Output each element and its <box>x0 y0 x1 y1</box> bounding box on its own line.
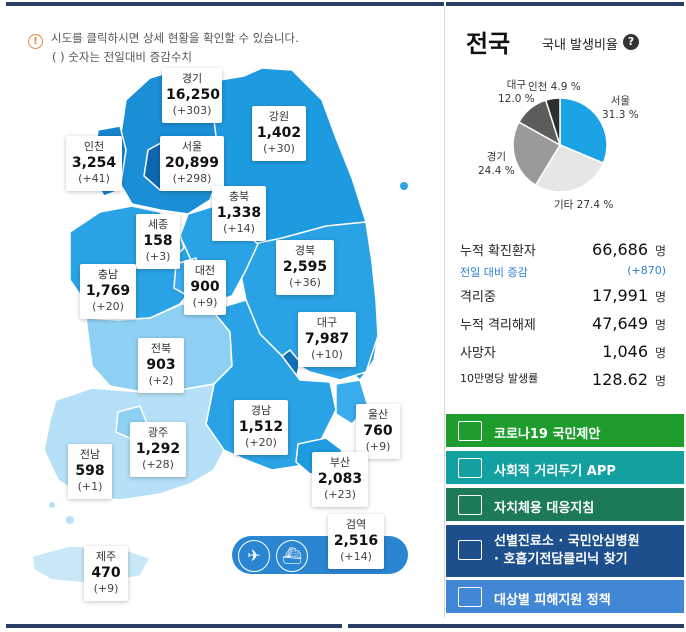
guideline-button[interactable]: 자치체용 대응지침 <box>446 488 684 521</box>
region-card-seoul[interactable]: 서울 20,899 (+298) <box>160 136 224 191</box>
notice: ! 시도를 클릭하시면 상세 현황을 확인할 수 있습니다. ( ) 숫자는 전일… <box>28 30 299 65</box>
bottom-border-right <box>348 624 684 628</box>
region-card-jeonbuk[interactable]: 전북 903 (+2) <box>138 338 184 393</box>
airplane-icon[interactable]: ✈ <box>238 540 270 572</box>
region-card-jeonnam[interactable]: 전남 598 (+1) <box>68 444 112 499</box>
notice-line1: 시도를 클릭하시면 상세 현황을 확인할 수 있습니다. <box>51 31 299 45</box>
region-card-busan[interactable]: 부산 2,083 (+23) <box>312 452 368 507</box>
folder-icon <box>458 587 482 607</box>
region-card-daegu[interactable]: 대구 7,987 (+10) <box>298 312 356 367</box>
pie-label-incheon: 인천 4.9 % <box>528 81 581 93</box>
pie-slice <box>544 97 561 146</box>
chart-subtitle: 국내 발생비율 <box>542 38 618 53</box>
region-card-quarantine[interactable]: 검역 2,516 (+14) <box>328 514 384 569</box>
stat-daily-change: 전일 대비 증감 (+870) <box>460 264 666 279</box>
distancing-app-button[interactable]: 사회적 거리두기 APP <box>446 451 684 484</box>
stat-released: 누적 격리해제 47,649 명 <box>460 314 666 333</box>
region-card-gyeongnam[interactable]: 경남 1,512 (+20) <box>234 400 288 455</box>
region-card-sejong[interactable]: 세종 158 (+3) <box>136 214 180 269</box>
page-title: 전국 <box>466 30 511 58</box>
proposal-button[interactable]: 코로나19 국민제안 <box>446 414 684 447</box>
island <box>49 502 55 508</box>
pie-slice <box>512 121 562 187</box>
region-card-gyeongbuk[interactable]: 경북 2,595 (+36) <box>276 240 334 295</box>
info-icon: ! <box>28 34 43 49</box>
distancing-icon <box>458 458 482 478</box>
region-card-gwangju[interactable]: 광주 1,292 (+28) <box>130 422 186 477</box>
relief-policy-button[interactable]: 대상별 피해지원 정책 <box>446 580 684 613</box>
top-border-right <box>446 2 684 6</box>
island <box>66 516 74 524</box>
stat-isolated: 격리중 17,991 명 <box>460 286 666 305</box>
hospital-icon <box>458 540 482 560</box>
region-card-ulsan[interactable]: 울산 760 (+9) <box>356 404 400 459</box>
guideline-icon <box>458 495 482 515</box>
help-icon[interactable]: ? <box>623 34 639 50</box>
region-card-chungnam[interactable]: 충남 1,769 (+20) <box>80 264 136 319</box>
pie-label-daegu: 대구 12.0 % <box>498 79 535 105</box>
panel-divider <box>444 6 445 618</box>
stat-deaths: 사망자 1,046 명 <box>460 342 666 361</box>
clinic-finder-button[interactable]: 선별진료소 · 국민안심병원 · 호흡기전담클리닉 찾기 <box>446 525 684 577</box>
pie-label-other: 기타 27.4 % <box>554 199 614 211</box>
bottom-border-left <box>6 624 342 628</box>
region-card-incheon[interactable]: 인천 3,254 (+41) <box>66 136 122 191</box>
island <box>400 182 408 190</box>
region-card-daejeon[interactable]: 대전 900 (+9) <box>184 260 226 315</box>
stat-incidence: 10만명당 발생률 128.62 명 <box>460 370 666 389</box>
pie-slice <box>534 144 605 193</box>
stat-cumulative: 누적 확진환자 66,686 명 <box>460 240 666 259</box>
pie-slice <box>559 97 608 165</box>
proposal-icon <box>458 421 482 441</box>
region-card-gangwon[interactable]: 강원 1,402 (+30) <box>252 106 306 161</box>
top-border-left <box>6 2 444 6</box>
region-card-gyeonggi[interactable]: 경기 16,250 (+303) <box>162 68 222 123</box>
ship-icon[interactable]: ⛴ <box>276 540 308 572</box>
region-card-chungbuk[interactable]: 충북 1,338 (+14) <box>212 186 266 241</box>
notice-line2: ( ) 숫자는 전일대비 증감수치 <box>52 50 192 64</box>
pie-label-seoul: 서울 31.3 % <box>602 95 639 121</box>
pie-label-gyeonggi: 경기 24.4 % <box>478 151 515 177</box>
region-card-jeju[interactable]: 제주 470 (+9) <box>84 546 128 601</box>
